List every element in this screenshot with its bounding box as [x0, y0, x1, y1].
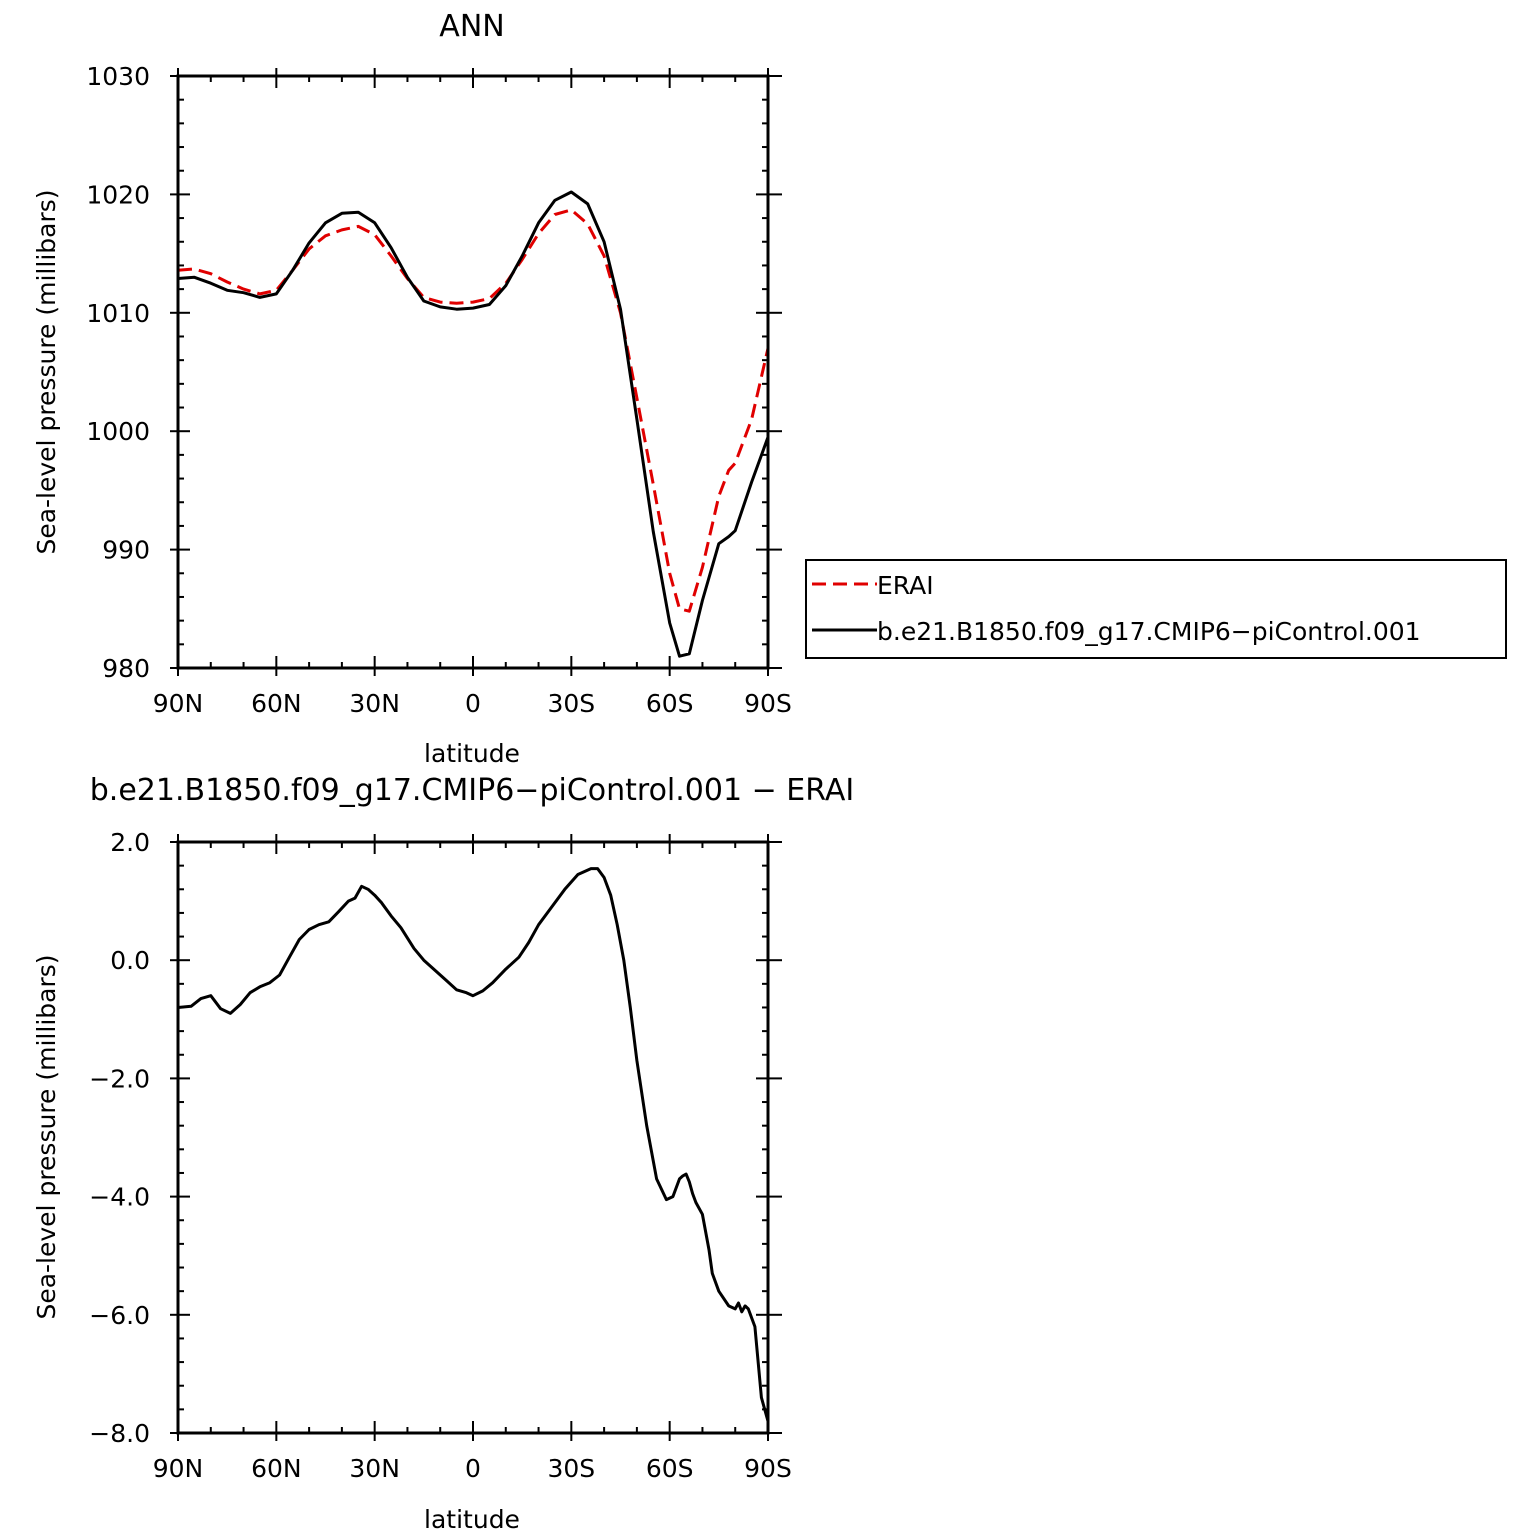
x-tick-label: 0: [465, 689, 481, 718]
x-tick-label: 90S: [744, 689, 792, 718]
x-tick-label: 30S: [547, 1454, 595, 1483]
y-tick-label: 980: [102, 654, 150, 683]
x-tick-label: 90S: [744, 1454, 792, 1483]
y-tick-label: 0.0: [110, 946, 150, 975]
panel-annual-mean: ANN 90N 60N 30N 0 30S 60S 90S 980 990 1000 1010 102…: [32, 9, 792, 768]
x-tick-label: 60N: [251, 1454, 302, 1483]
x-tick-label: 0: [465, 1454, 481, 1483]
x-tick-label: 30S: [547, 689, 595, 718]
legend-box: [805, 559, 1507, 659]
x-tick-label: 30N: [349, 1454, 400, 1483]
legend-label-erai: ERAI: [877, 571, 934, 600]
x-tick-label: 60S: [646, 689, 694, 718]
x-axis-label: latitude: [424, 739, 520, 768]
panel-difference: b.e21.B1850.f09_g17.CMIP6−piControl.001 …: [32, 773, 854, 1534]
y-tick-label: 2.0: [110, 828, 150, 857]
y-tick-label: 990: [102, 536, 150, 565]
x-tick-label: 90N: [153, 1454, 204, 1483]
series-line-1: [177, 190, 770, 658]
y-tick-label: −6.0: [89, 1301, 150, 1330]
x-tick-label: 30N: [349, 689, 400, 718]
y-tick-label: −8.0: [89, 1419, 150, 1448]
legend-label-model: b.e21.B1850.f09_g17.CMIP6−piControl.001: [877, 617, 1421, 646]
y-axis-label: Sea-level pressure (millibars): [32, 189, 61, 554]
y-axis-label: Sea-level pressure (millibars): [32, 954, 61, 1319]
y-tick-label: −4.0: [89, 1183, 150, 1212]
y-tick-label: 1000: [86, 417, 150, 446]
x-tick-label: 90N: [153, 689, 204, 718]
series-line-0: [177, 208, 770, 613]
legend: ERAI b.e21.B1850.f09_g17.CMIP6−piControl…: [805, 559, 1507, 659]
x-tick-label: 60S: [646, 1454, 694, 1483]
plot-frame: [176, 74, 770, 670]
y-tick-label: 1010: [86, 299, 150, 328]
chart-title: b.e21.B1850.f09_g17.CMIP6−piControl.001 …: [90, 773, 854, 808]
x-tick-label: 60N: [251, 689, 302, 718]
y-tick-label: −2.0: [89, 1064, 150, 1093]
x-axis-label: latitude: [424, 1505, 520, 1534]
chart-title: ANN: [439, 9, 504, 44]
series-line-0: [177, 867, 770, 1422]
plot-frame: [176, 840, 770, 1435]
y-tick-label: 1020: [86, 180, 150, 209]
y-tick-label: 1030: [86, 62, 150, 91]
